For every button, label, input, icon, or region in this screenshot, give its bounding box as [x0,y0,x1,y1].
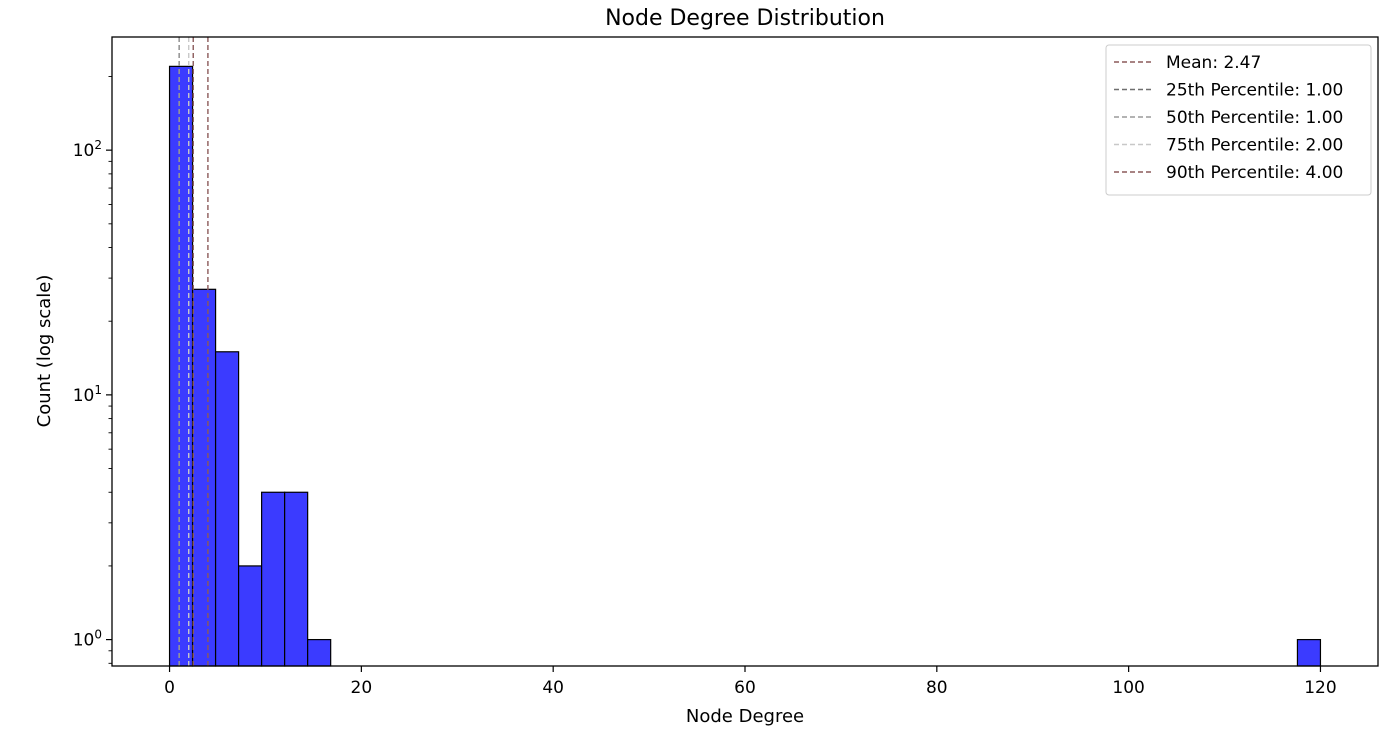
legend-box [1105,44,1372,196]
legend-label: 90th Percentile: 4.00 [1166,163,1343,183]
y-tick-label: 100 [73,628,102,651]
x-tick-label: 0 [164,678,175,698]
legend-label: 25th Percentile: 1.00 [1166,81,1343,101]
histogram-bar [307,638,332,667]
x-axis: 0 20 40 60 80 100 120 [164,666,1337,698]
reference-lines-layer [178,37,209,666]
y-tick-label: 101 [73,383,102,406]
histogram-bar [284,491,309,667]
y-axis: 100 101 102 [73,76,112,664]
x-tick-label: 120 [1304,678,1336,698]
x-tick-label: 80 [926,678,948,698]
histogram-bar [1296,638,1322,667]
y-axis-label: Count (log scale) [34,275,55,428]
x-axis-label: Node Degree [686,706,804,727]
bars-layer [168,65,1322,667]
chart-title: Node Degree Distribution [605,6,885,31]
histogram-bar [261,491,286,667]
x-tick-label: 60 [734,678,756,698]
x-tick-label: 100 [1112,678,1144,698]
histogram-bar [214,351,240,667]
legend-label: 50th Percentile: 1.00 [1166,108,1343,128]
y-tick-label: 102 [73,138,102,161]
histogram-bar [191,288,217,667]
x-tick-label: 20 [351,678,373,698]
x-tick-label: 40 [542,678,564,698]
histogram-bar [238,565,263,667]
legend-label: 75th Percentile: 2.00 [1166,136,1343,156]
legend: Mean: 2.47 25th Percentile: 1.00 50th Perc… [1105,44,1372,196]
legend-label: Mean: 2.47 [1166,53,1261,73]
